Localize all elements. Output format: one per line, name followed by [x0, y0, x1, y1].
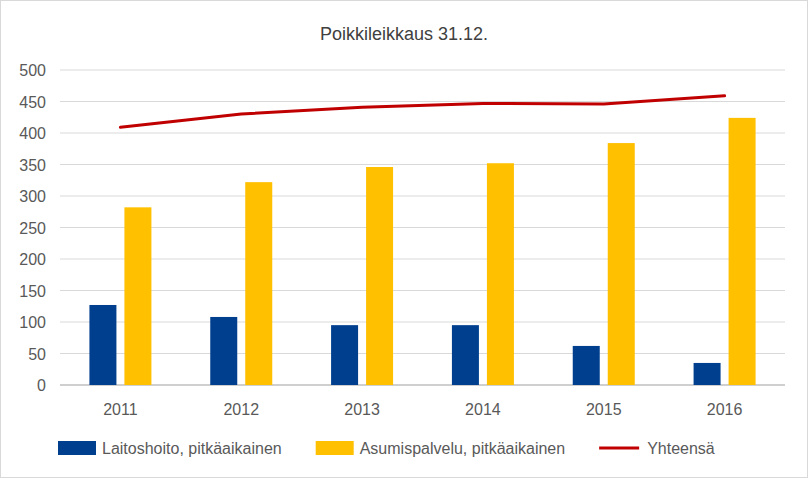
y-tick-label: 200	[19, 251, 46, 268]
y-tick-label: 350	[19, 157, 46, 174]
legend-label: Yhteensä	[647, 440, 715, 457]
y-tick-label: 250	[19, 220, 46, 237]
y-tick-label: 500	[19, 62, 46, 79]
bar	[245, 182, 272, 385]
grid-line	[60, 353, 785, 354]
bar	[89, 305, 116, 385]
grid-line	[60, 101, 785, 102]
bar	[452, 325, 479, 385]
legend-swatch	[58, 441, 96, 455]
y-tick-label: 300	[19, 188, 46, 205]
y-tick-label: 450	[19, 94, 46, 111]
y-tick-label: 50	[28, 346, 46, 363]
grid-line	[60, 196, 785, 197]
bar	[124, 207, 151, 385]
grid-line	[60, 322, 785, 323]
grid-line	[60, 290, 785, 291]
x-tick-label: 2011	[103, 401, 138, 418]
bar	[210, 317, 237, 385]
y-tick-label: 0	[37, 377, 46, 394]
grid-line	[60, 385, 785, 386]
grid-line	[60, 227, 785, 228]
grid-line	[60, 70, 785, 71]
grid-line	[60, 164, 785, 165]
x-axis-line	[60, 385, 785, 386]
bar	[608, 143, 635, 385]
line	[120, 96, 724, 128]
bar	[573, 346, 600, 385]
bar	[331, 325, 358, 385]
bar	[729, 118, 756, 385]
bar	[487, 163, 514, 385]
legend-swatch	[599, 447, 639, 450]
bar	[366, 167, 393, 385]
plot-area	[89, 96, 755, 385]
chart-frame	[1, 1, 808, 478]
grid-line	[60, 259, 785, 260]
x-tick-label: 2015	[586, 401, 622, 418]
legend-swatch	[316, 441, 354, 455]
grid-line	[60, 133, 785, 134]
y-tick-label: 150	[19, 283, 46, 300]
legend-label: Laitoshoito, pitkäaikainen	[102, 440, 282, 457]
y-tick-label: 400	[19, 125, 46, 142]
x-tick-label: 2013	[344, 401, 380, 418]
x-tick-label: 2014	[465, 401, 501, 418]
y-tick-label: 100	[19, 314, 46, 331]
legend-label: Asumispalvelu, pitkäaikainen	[360, 440, 565, 457]
chart-title: Poikkileikkaus 31.12.	[320, 24, 488, 44]
x-tick-label: 2016	[707, 401, 743, 418]
x-tick-label: 2012	[223, 401, 259, 418]
bar	[694, 363, 721, 385]
